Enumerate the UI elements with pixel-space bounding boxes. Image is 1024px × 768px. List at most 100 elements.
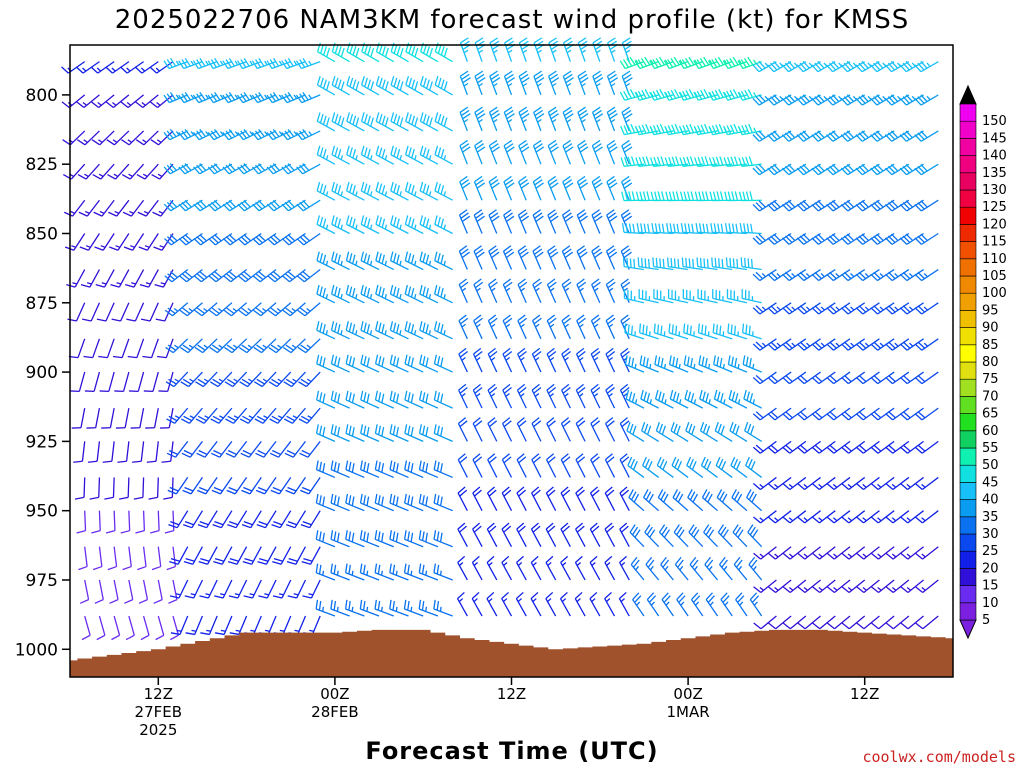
- wind-barb: [797, 546, 821, 560]
- wind-barb: [486, 522, 498, 548]
- wind-barb: [345, 563, 365, 581]
- wind-barb: [561, 209, 574, 234]
- wind-barb: [531, 417, 542, 442]
- wind-barb: [222, 199, 247, 212]
- wind-barb: [98, 338, 115, 359]
- colorbar-swatch: [959, 327, 977, 346]
- wind-barb: [812, 546, 836, 560]
- wind-barb: [914, 163, 939, 176]
- wind-barb: [434, 145, 453, 165]
- wind-barb: [531, 383, 542, 409]
- colorbar-swatch: [959, 138, 977, 156]
- wind-barb: [273, 615, 292, 636]
- wind-barb: [737, 56, 762, 70]
- wind-barb: [562, 175, 574, 201]
- wind-barb: [419, 181, 439, 201]
- wind-barb: [214, 615, 233, 636]
- wind-barb: [733, 556, 748, 581]
- wind-barb: [344, 599, 365, 617]
- wind-barb: [137, 546, 147, 571]
- wind-barb: [296, 232, 321, 246]
- wind-barb: [142, 338, 159, 359]
- wind-barb: [315, 424, 336, 442]
- wind-barb: [488, 209, 500, 234]
- wind-barb: [637, 257, 659, 271]
- wind-barb: [139, 269, 159, 288]
- wind-barb: [695, 223, 718, 235]
- wind-barb: [360, 181, 380, 201]
- wind-barb: [419, 390, 439, 409]
- wind-barb: [121, 130, 145, 146]
- wind-barb: [212, 510, 233, 529]
- wind-barb: [389, 284, 409, 304]
- wind-barb: [346, 145, 365, 165]
- wind-barb: [548, 70, 560, 96]
- wind-barb: [899, 130, 924, 142]
- wind-barb: [592, 70, 604, 96]
- wind-barb: [136, 163, 159, 180]
- wind-barb: [591, 139, 603, 165]
- wind-barb: [158, 371, 174, 393]
- y-tick-label: 850: [26, 224, 58, 244]
- wind-barb: [195, 371, 218, 388]
- wind-barb: [244, 615, 262, 636]
- wind-barb: [753, 579, 777, 594]
- colorbar-swatch: [959, 378, 977, 397]
- wind-barb: [360, 251, 380, 271]
- wind-barb: [604, 522, 616, 548]
- wind-barb: [870, 199, 895, 212]
- wind-barb: [390, 76, 409, 96]
- wind-barb: [194, 302, 218, 317]
- wind-barb: [683, 355, 704, 373]
- wind-barb: [68, 338, 86, 359]
- wind-barb: [560, 486, 571, 511]
- wind-barb: [254, 371, 277, 388]
- wind-barb: [672, 489, 689, 512]
- wind-barb: [826, 615, 851, 630]
- wind-barb: [666, 257, 689, 271]
- colorbar-label: 45: [982, 475, 999, 490]
- wind-barb: [726, 289, 748, 304]
- wind-barb: [183, 546, 204, 565]
- wind-barb: [225, 407, 248, 424]
- wind-barb: [670, 421, 689, 442]
- wind-barb: [840, 163, 866, 176]
- wind-barb: [620, 209, 633, 234]
- y-tick-label: 900: [26, 363, 58, 383]
- colorbar-label: 85: [982, 338, 999, 353]
- wind-barb: [266, 128, 292, 141]
- wind-barb: [471, 591, 483, 617]
- colorbar-swatch: [959, 568, 977, 586]
- wind-barb: [91, 94, 115, 109]
- wind-barb: [517, 245, 529, 270]
- wind-barb: [101, 408, 115, 429]
- colorbar-arrow-bottom: [959, 619, 977, 640]
- wind-barb: [713, 389, 733, 409]
- wind-barb: [840, 130, 866, 142]
- x-tick-label: 1MAR: [667, 703, 710, 721]
- wind-barb: [515, 591, 527, 617]
- wind-barb: [404, 321, 424, 340]
- wind-barb: [684, 389, 704, 409]
- wind-barb: [840, 94, 866, 106]
- x-tick-label: 12Z: [497, 685, 526, 703]
- wind-barb: [489, 70, 501, 96]
- wind-barb: [685, 421, 704, 442]
- wind-barb: [164, 302, 189, 317]
- wind-barb: [404, 460, 424, 479]
- wind-barb: [747, 524, 763, 548]
- wind-barb: [739, 223, 762, 235]
- wind-barb: [577, 139, 589, 165]
- wind-barb: [169, 546, 189, 565]
- wind-barb: [645, 556, 660, 581]
- wind-barb: [200, 615, 218, 636]
- wind-barb: [181, 440, 203, 458]
- wind-barb: [682, 289, 703, 304]
- wind-barb: [488, 139, 500, 165]
- wind-barb: [251, 57, 277, 70]
- wind-barb: [390, 181, 409, 201]
- wind-barb: [107, 546, 118, 571]
- wind-barb: [655, 421, 674, 442]
- wind-barb: [115, 408, 130, 429]
- wind-barb: [533, 70, 545, 96]
